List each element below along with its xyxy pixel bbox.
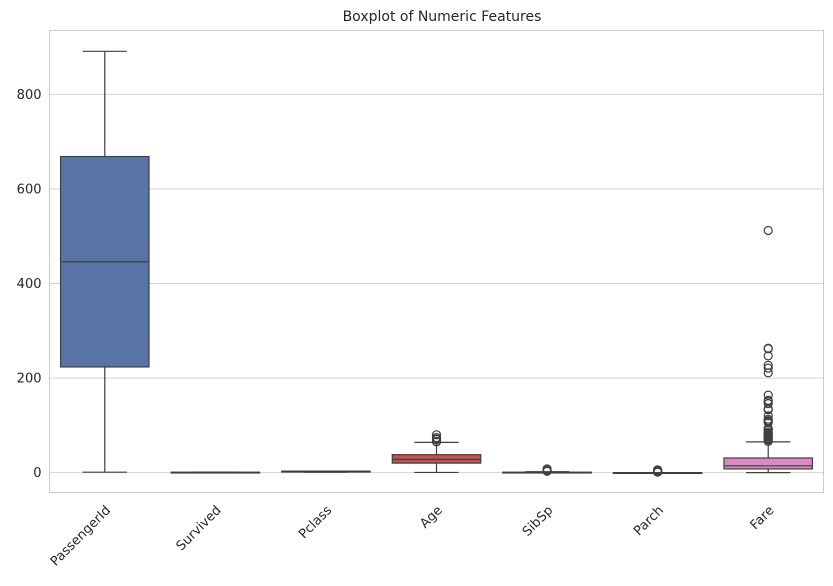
y-tick-label: 400 [17, 277, 42, 292]
outlier-point [763, 411, 773, 421]
outlier-point [763, 395, 773, 405]
box-sibsp [502, 464, 592, 476]
outlier-point [653, 465, 663, 475]
outlier-point [542, 464, 552, 474]
box-parch [612, 465, 703, 477]
box-pclass [281, 470, 371, 473]
y-tick-label: 0 [33, 466, 41, 481]
x-tick-label: Age [417, 503, 445, 531]
iqr-box [723, 457, 814, 470]
box-survived [170, 471, 261, 474]
box-age [391, 430, 482, 474]
outlier-point [763, 390, 773, 400]
x-tick-label: Pclass [296, 503, 335, 542]
x-tick-label: PassengerId [48, 503, 114, 569]
y-tick-label: 600 [17, 182, 42, 197]
x-tick-label: Survived [174, 503, 225, 554]
axes-frame [49, 30, 824, 493]
x-tick-label: Parch [631, 503, 667, 539]
outlier-point [431, 430, 442, 440]
box-passengerid [59, 50, 150, 473]
chart-title: Boxplot of Numeric Features [343, 9, 542, 25]
x-tick-label: Fare [748, 503, 778, 533]
outlier-point [763, 414, 773, 424]
x-tick-label: SibSp [520, 503, 557, 540]
y-tick-label: 200 [17, 372, 42, 387]
grid-lines [49, 93, 824, 474]
outlier-point [763, 225, 773, 236]
outlier-point [763, 343, 773, 353]
outlier-point [763, 360, 773, 370]
outlier-point [431, 433, 442, 443]
outlier-point [763, 363, 773, 373]
y-tick-label: 800 [17, 88, 42, 103]
box-fare [723, 225, 814, 474]
boxes [59, 50, 814, 477]
